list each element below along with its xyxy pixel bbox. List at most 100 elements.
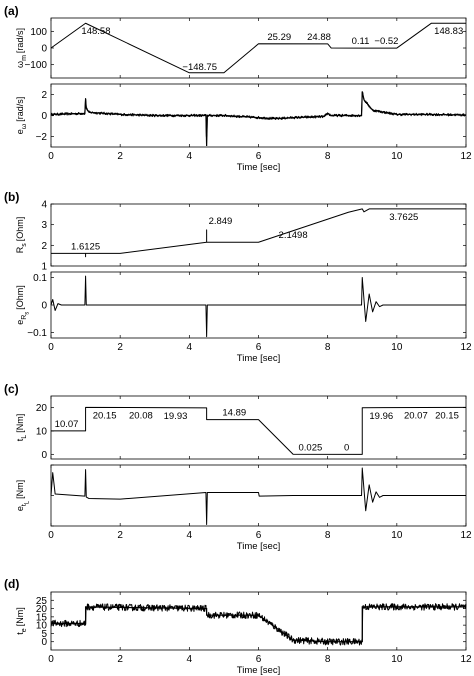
plot-a-omega: −100 0 100 ωm [rad/s] 148.58 −148.75 25.29 24.88… — [15, 17, 467, 79]
data-annotation: 20.15 — [93, 410, 117, 421]
y-label-sub: t — [21, 504, 28, 506]
y-label-sub2: s — [25, 312, 31, 315]
y-tick-label: 10 — [36, 427, 48, 438]
y-tick-label: 20 — [36, 604, 48, 615]
y-label-unit: [Nm] — [15, 607, 25, 626]
y-tick-label: 25 — [36, 596, 48, 607]
data-annotation: 20.08 — [129, 410, 153, 421]
x-tick-label: 2 — [117, 342, 123, 353]
y-tick-label: −0.1 — [27, 328, 47, 339]
y-label-unit: [Ohm] — [15, 217, 25, 242]
x-axis-label: Time [sec] — [237, 162, 280, 173]
x-axis-label: Time [sec] — [237, 353, 280, 364]
data-annotation: 2.1498 — [279, 230, 308, 241]
y-label-main: e — [15, 506, 25, 511]
series-line — [50, 467, 466, 525]
data-annotation: 0.11 — [352, 36, 370, 47]
x-tick-label: 6 — [256, 530, 262, 541]
series-line — [51, 208, 466, 258]
x-tick-label: 12 — [460, 530, 472, 541]
axes-frame — [50, 591, 467, 651]
axes-frame — [50, 395, 467, 460]
data-annotation: 25.29 — [267, 32, 291, 43]
x-tick-label: 0 — [48, 530, 54, 541]
data-annotation: 0.025 — [298, 442, 322, 453]
data-annotation: 14.89 — [222, 408, 246, 419]
data-annotation: −148.75 — [182, 62, 217, 73]
data-annotation: 19.93 — [164, 411, 188, 422]
plot-b-resistance: 1 2 3 4 Rs[Ohm] 1.6125 2.849 2.1498 3.7625 — [15, 200, 467, 273]
y-tick-label: 100 — [30, 27, 47, 38]
x-tick-label: 8 — [325, 342, 331, 353]
y-tick-label: 4 — [41, 200, 47, 211]
x-tick-label: 6 — [256, 342, 262, 353]
x-tick-label: 8 — [325, 151, 331, 162]
series-line-base — [51, 606, 466, 643]
x-tick-label: 4 — [187, 151, 193, 162]
data-annotation: 19.96 — [369, 411, 393, 422]
x-tick-label: 2 — [117, 654, 123, 665]
y-tick-label: 0 — [41, 450, 47, 461]
data-annotation: 148.83 — [434, 26, 463, 37]
y-axis-label: ωm [rad/s] — [15, 28, 28, 68]
y-label-sub: R — [21, 315, 28, 320]
y-label-main: e — [15, 320, 25, 325]
data-annotation: 1.6125 — [71, 241, 100, 252]
y-tick-label: 0 — [41, 301, 47, 312]
axes-frame — [50, 83, 467, 148]
x-tick-label: 0 — [48, 151, 54, 162]
y-tick-label: 0 — [41, 44, 47, 55]
panel-label-a: (a) — [4, 4, 19, 18]
y-tick-label: 0.1 — [33, 273, 47, 284]
x-tick-label: 10 — [391, 151, 403, 162]
axes-frame — [50, 17, 467, 79]
data-annotation: −0.52 — [374, 36, 398, 47]
x-tick-label: 10 — [391, 530, 403, 541]
y-tick-label: 20 — [36, 403, 48, 414]
y-tick-label: 1 — [41, 262, 47, 273]
plot-c-load-torque: 0 10 20 tL [Nm] 10.07 20.15 20.08 19.93 14.89 0.02… — [15, 395, 467, 461]
series-line-base — [50, 91, 467, 146]
x-tick-label: 12 — [460, 342, 472, 353]
y-tick-label: 15 — [36, 612, 48, 623]
series-line — [50, 91, 467, 138]
y-tick-label: 0 — [41, 637, 47, 648]
y-label-sub: e — [21, 628, 28, 632]
data-annotation: 3.7625 — [389, 212, 418, 223]
x-tick-label: 6 — [256, 151, 262, 162]
y-axis-label: etL[Nm] — [15, 480, 31, 511]
x-tick-label: 2 — [117, 530, 123, 541]
x-tick-label: 0 — [48, 342, 54, 353]
y-label-unit: [Nm] — [15, 414, 25, 433]
y-tick-label: 3 — [41, 220, 47, 231]
y-label-sub: ω — [21, 123, 28, 129]
y-label-sub: m — [21, 55, 28, 61]
y-label-main: R — [15, 246, 25, 253]
series-line — [50, 22, 466, 74]
x-axis-label: Time [sec] — [237, 541, 280, 552]
y-axis-label: Rs[Ohm] — [15, 217, 28, 254]
data-annotation: 20.15 — [435, 410, 459, 421]
data-annotation: 10.07 — [55, 419, 79, 430]
panel-label-c: (c) — [4, 382, 19, 396]
data-annotation: 2.849 — [209, 216, 233, 227]
y-label-unit: [rad/s] — [15, 28, 25, 53]
y-tick-label: −100 — [24, 60, 47, 71]
y-label-main: t — [15, 632, 25, 635]
y-axis-label: eRs[Ohm] — [15, 285, 31, 325]
x-tick-label: 8 — [325, 654, 331, 665]
x-tick-label: 0 — [48, 654, 54, 665]
y-tick-label: 0 — [41, 111, 47, 122]
x-axis-label: Time [sec] — [237, 665, 280, 676]
x-tick-label: 8 — [325, 530, 331, 541]
x-tick-label: 10 — [391, 342, 403, 353]
panel-label-b: (b) — [4, 190, 19, 204]
series-line — [50, 603, 467, 646]
y-label-main: ω — [15, 61, 25, 68]
y-label-unit: [Nm] — [15, 480, 25, 499]
panel-label-d: (d) — [4, 577, 19, 591]
